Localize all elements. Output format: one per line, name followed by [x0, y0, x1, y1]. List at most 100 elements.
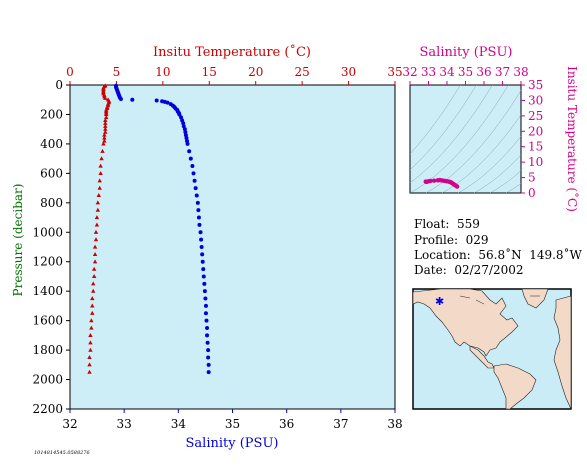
ts-salinity-tick-label: 36: [476, 65, 491, 79]
ts-point: [428, 178, 433, 184]
temperature-point: [103, 95, 108, 100]
temperature-point: [94, 222, 100, 227]
temperature-point: [103, 126, 108, 131]
temperature-point: [88, 347, 93, 352]
salinity-point: [154, 98, 159, 103]
salinity-point: [202, 289, 207, 294]
temperature-point: [92, 251, 98, 256]
salinity-tick-label: 37: [333, 417, 348, 431]
footer-id: 1014814545.0588276: [34, 450, 90, 456]
temperature-point: [95, 207, 101, 212]
europe-africa-landmass: [553, 295, 572, 410]
temperature-point: [94, 215, 100, 220]
ts-temperature-tick-label: 30: [528, 93, 543, 107]
greenland-ice-detail: [459, 295, 540, 305]
temperature-point: [95, 200, 101, 205]
pressure-tick-label: 1800: [32, 343, 63, 357]
ts-point: [454, 184, 460, 189]
salinity-point: [187, 149, 192, 154]
salinity-point: [206, 370, 211, 375]
float-number: Float: 559: [414, 217, 480, 231]
salinity-point: [190, 164, 195, 168]
temperature-point: [103, 123, 108, 128]
salinity-axis-title: Salinity (PSU): [186, 436, 279, 451]
ts-temperature-tick-label: 25: [528, 109, 543, 123]
salinity-point: [204, 318, 209, 323]
pressure-tick-label: 2000: [32, 373, 63, 387]
density-contour: [410, 85, 461, 155]
float-location: Location: 56.8˚N 149.8˚W: [414, 248, 582, 262]
temperature-tick-label: 25: [295, 65, 310, 79]
salinity-tick-label: 32: [62, 417, 77, 431]
temperature-point: [103, 129, 108, 134]
density-contour: [457, 135, 521, 193]
temperature-point: [100, 148, 105, 153]
ts-temperature-tick-label: 20: [528, 124, 543, 138]
temperature-point: [89, 325, 94, 330]
temperature-point: [97, 178, 102, 183]
pressure-tick-label: 800: [40, 196, 63, 210]
float-location-map: ✱: [412, 288, 572, 410]
ts-temperature-tick-label: 0: [528, 186, 536, 200]
temperature-point: [101, 141, 106, 146]
salinity-point: [196, 215, 201, 220]
temperature-point: [104, 115, 109, 119]
salinity-point: [185, 141, 190, 146]
temperature-point: [87, 369, 92, 374]
salinity-point: [177, 112, 182, 117]
pressure-tick-label: 400: [40, 137, 63, 151]
temperature-point: [90, 296, 95, 301]
pressure-tick-label: 200: [40, 107, 63, 121]
pressure-tick-label: 1000: [32, 225, 63, 239]
temperature-tick-label: 20: [248, 65, 263, 79]
ts-salinity-axis-title: Salinity (PSU): [420, 45, 513, 60]
salinity-point: [197, 222, 202, 227]
density-contour: [410, 85, 493, 184]
salinity-point: [203, 303, 208, 308]
salinity-point: [201, 274, 206, 279]
temperature-point: [98, 170, 103, 175]
temperature-point: [88, 340, 93, 345]
ts-salinity-tick-label: 38: [513, 65, 528, 79]
salinity-point: [200, 252, 205, 257]
salinity-point: [206, 348, 211, 353]
ts-temperature-tick-label: 5: [528, 171, 536, 185]
salinity-point: [118, 96, 123, 101]
salinity-point: [188, 156, 193, 161]
profile-panel: 0200400600800100012001400160018002000220…: [11, 44, 403, 451]
salinity-point: [205, 333, 210, 338]
ts-salinity-tick-label: 32: [402, 65, 417, 79]
salinity-point: [201, 267, 206, 272]
salinity-point: [165, 100, 170, 105]
temperature-point: [87, 355, 92, 360]
profile-date: Date: 02/27/2002: [414, 263, 524, 277]
pressure-tick-label: 1600: [32, 314, 63, 328]
salinity-point: [206, 355, 211, 360]
temperature-point: [99, 156, 104, 161]
salinity-point: [205, 326, 210, 330]
salinity-point: [198, 230, 203, 235]
temperature-tick-label: 30: [341, 65, 356, 79]
salinity-point: [195, 200, 200, 205]
ts-salinity-tick-label: 34: [439, 65, 455, 79]
temperature-point: [91, 266, 97, 271]
density-contour: [410, 85, 477, 171]
salinity-tick-label: 33: [117, 417, 132, 431]
density-contour: [505, 183, 521, 193]
temperature-tick-label: 0: [66, 65, 74, 79]
temperature-tick-label: 5: [113, 65, 121, 79]
salinity-point: [191, 171, 196, 176]
temperature-tick-label: 10: [155, 65, 170, 79]
temperature-point: [88, 332, 93, 337]
temperature-point: [102, 135, 107, 140]
salinity-point: [202, 281, 207, 286]
ts-salinity-tick-label: 35: [458, 65, 473, 79]
salinity-point: [196, 208, 201, 213]
pressure-tick-label: 1200: [32, 255, 63, 269]
temperature-point: [103, 117, 108, 122]
temperature-point: [91, 288, 96, 293]
salinity-point: [203, 296, 208, 301]
temperature-point: [103, 120, 108, 125]
salinity-point: [130, 97, 135, 102]
